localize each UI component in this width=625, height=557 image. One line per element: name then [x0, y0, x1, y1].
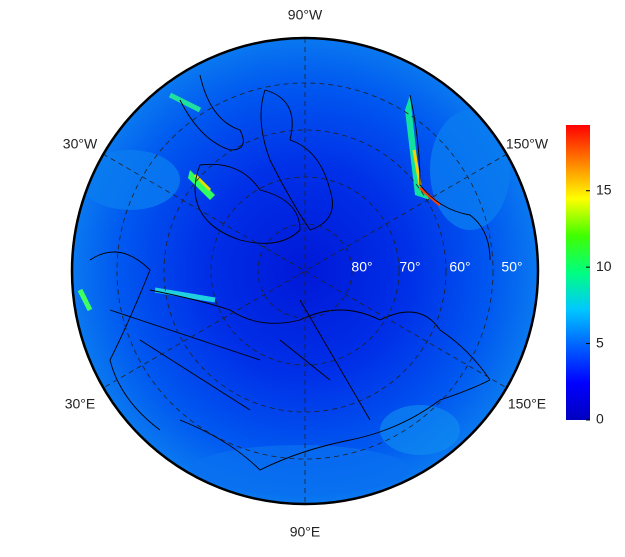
graticule: [102, 38, 508, 504]
colorbar: [566, 125, 590, 420]
latitude-label: 50°: [501, 259, 522, 275]
map-border: [70, 36, 540, 506]
colorbar-tick-label: 10: [596, 258, 612, 274]
colorbar-tick-label: 0: [596, 411, 604, 427]
colorbar-tick-label: 15: [596, 181, 612, 197]
longitude-label: 150°E: [508, 396, 546, 412]
longitude-label: 150°W: [506, 136, 549, 152]
map-field: [72, 38, 538, 504]
longitude-label: 90°E: [290, 524, 321, 540]
latitude-label: 70°: [399, 259, 420, 275]
longitude-label: 30°W: [63, 136, 98, 152]
longitude-label: 30°E: [65, 396, 96, 412]
latitude-label: 80°: [351, 259, 372, 275]
colorbar-tick-label: 5: [596, 334, 604, 350]
latitude-label: 60°: [449, 259, 470, 275]
longitude-label: 90°W: [288, 7, 323, 23]
